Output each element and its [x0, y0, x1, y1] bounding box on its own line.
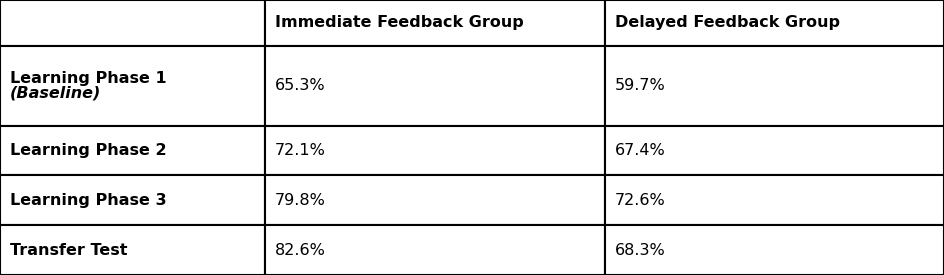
Bar — [0, 0, 265, 46]
Text: Delayed Feedback Group: Delayed Feedback Group — [615, 15, 840, 31]
Bar — [265, 0, 605, 46]
Bar — [0, 225, 265, 275]
Text: 68.3%: 68.3% — [615, 243, 666, 258]
Text: 79.8%: 79.8% — [275, 193, 326, 208]
Bar — [265, 46, 605, 126]
Bar — [0, 126, 265, 175]
Text: (Baseline): (Baseline) — [10, 85, 101, 100]
Bar — [0, 175, 265, 225]
Bar — [605, 225, 944, 275]
Bar — [0, 46, 265, 126]
Text: Learning Phase 2: Learning Phase 2 — [10, 143, 167, 158]
Text: 72.1%: 72.1% — [275, 143, 326, 158]
Bar — [265, 225, 605, 275]
Bar — [605, 46, 944, 126]
Text: 59.7%: 59.7% — [615, 78, 666, 93]
Bar — [265, 126, 605, 175]
Text: 72.6%: 72.6% — [615, 193, 666, 208]
Text: 82.6%: 82.6% — [275, 243, 326, 258]
Text: 67.4%: 67.4% — [615, 143, 666, 158]
Bar — [605, 126, 944, 175]
Text: Learning Phase 1: Learning Phase 1 — [10, 71, 167, 86]
Text: Immediate Feedback Group: Immediate Feedback Group — [275, 15, 524, 31]
Text: Transfer Test: Transfer Test — [10, 243, 127, 258]
Text: 65.3%: 65.3% — [275, 78, 326, 93]
Bar — [605, 175, 944, 225]
Text: Learning Phase 3: Learning Phase 3 — [10, 193, 167, 208]
Bar — [605, 0, 944, 46]
Bar — [265, 175, 605, 225]
